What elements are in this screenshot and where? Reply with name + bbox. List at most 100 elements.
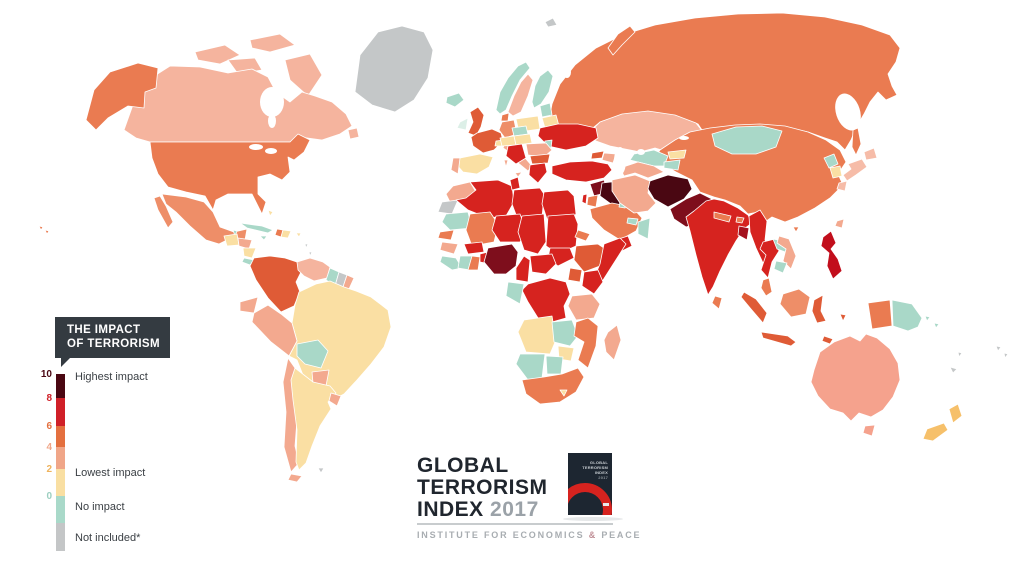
island-java — [760, 331, 797, 347]
country-dominican-republic — [280, 229, 292, 239]
legend-tick-4: 4 — [46, 442, 52, 453]
island-borneo — [779, 288, 811, 318]
country-greece — [528, 162, 548, 184]
island-new-zealand-south — [922, 422, 949, 442]
region-baltic-states — [539, 102, 553, 118]
country-niger — [491, 213, 527, 243]
country-belize — [232, 229, 238, 237]
country-georgia — [590, 150, 605, 160]
country-france — [470, 128, 504, 154]
region-gabon-congo — [505, 281, 525, 305]
island-sicily — [514, 171, 523, 178]
report-cover-arc — [568, 483, 612, 515]
legend-segment — [56, 374, 65, 398]
country-ecuador — [239, 296, 259, 314]
country-uae — [626, 217, 639, 226]
country-guinea — [439, 241, 459, 255]
report-cover-spec — [603, 503, 609, 506]
country-north-korea — [823, 153, 839, 169]
institute-pre: INSTITUTE FOR ECONOMICS — [417, 530, 589, 540]
legend-segment — [56, 426, 65, 447]
institute-post: PEACE — [597, 530, 642, 540]
island-solomon-1 — [924, 315, 931, 322]
legend-tick-2: 2 — [46, 464, 52, 475]
country-jordan — [586, 194, 599, 208]
islands-fiji-1 — [995, 345, 1002, 352]
country-sri-lanka — [711, 295, 723, 310]
country-portugal — [450, 157, 461, 175]
country-australia — [810, 333, 901, 422]
country-zambia — [551, 319, 579, 347]
legend-tick-6: 6 — [46, 421, 52, 432]
country-ukraine — [537, 123, 599, 151]
region-baja-california — [153, 195, 174, 229]
country-central-african-republic — [529, 253, 557, 275]
islands-hawaii-1 — [38, 225, 44, 231]
logo-line-terrorism: TERRORISM — [417, 476, 548, 499]
islands-lesser-antilles-1 — [304, 243, 309, 249]
country-uk — [467, 106, 485, 137]
island-hainan — [792, 226, 800, 233]
report-cover-shadow — [563, 517, 623, 521]
country-tajikistan — [663, 159, 681, 171]
great-lakes-east — [265, 148, 277, 154]
island-japan-kyushu — [836, 180, 848, 192]
country-vietnam — [776, 235, 797, 270]
island-baffin — [284, 53, 323, 97]
logo-line-index-year: INDEX 2017 — [417, 499, 627, 521]
region-western-balkans — [505, 143, 527, 165]
country-philippines — [820, 230, 843, 280]
region-western-sahara — [437, 199, 459, 215]
legend-color-scale — [56, 374, 65, 551]
country-uganda — [567, 267, 583, 283]
island-taiwan — [834, 218, 845, 229]
islands-hawaii-2 — [44, 229, 50, 235]
country-south-korea — [829, 165, 843, 179]
country-austria — [499, 135, 517, 147]
country-cuba — [239, 222, 274, 234]
country-tanzania — [567, 293, 601, 321]
country-bhutan — [735, 216, 745, 224]
white-sea — [563, 66, 571, 78]
islands-bahamas — [267, 209, 274, 217]
country-papua-new-guinea — [891, 299, 923, 332]
country-spain — [455, 153, 494, 175]
great-lakes-west — [249, 144, 263, 150]
country-venezuela — [296, 257, 331, 282]
hudson-bay — [260, 87, 284, 117]
lake-victoria — [575, 285, 581, 291]
legend-segment — [56, 496, 65, 523]
country-greenland — [354, 25, 434, 113]
island-new-zealand-north — [948, 403, 963, 424]
islands-canadian-arctic-2 — [249, 33, 296, 53]
aral-sea — [637, 149, 645, 155]
country-mongolia — [711, 125, 783, 155]
country-israel — [581, 193, 588, 205]
country-afghanistan — [647, 174, 693, 208]
country-angola — [517, 315, 557, 355]
country-bangladesh — [737, 225, 750, 241]
country-guatemala — [223, 233, 240, 247]
country-kenya — [581, 269, 604, 295]
country-iran — [611, 174, 657, 214]
country-hungary — [513, 133, 533, 146]
country-malaysia — [760, 277, 773, 297]
country-chad — [517, 213, 547, 255]
legend-segment — [56, 469, 65, 496]
institute-ampersand: & — [588, 530, 598, 540]
islands-falklands — [317, 467, 325, 474]
island-sumatra — [740, 291, 768, 324]
country-peru — [251, 304, 298, 357]
sea-of-okhotsk — [835, 93, 861, 131]
country-nicaragua — [242, 247, 257, 259]
country-honduras — [237, 237, 253, 250]
country-germany — [498, 119, 518, 139]
country-turkmenistan — [619, 161, 665, 179]
region-papua-indonesia — [867, 299, 893, 330]
legend-card-tail — [61, 354, 74, 367]
islands-vanuatu — [957, 351, 963, 358]
country-bolivia — [296, 339, 329, 369]
country-namibia — [515, 353, 546, 381]
logo-line-global: GLOBAL — [417, 454, 509, 477]
country-mozambique — [573, 317, 599, 369]
